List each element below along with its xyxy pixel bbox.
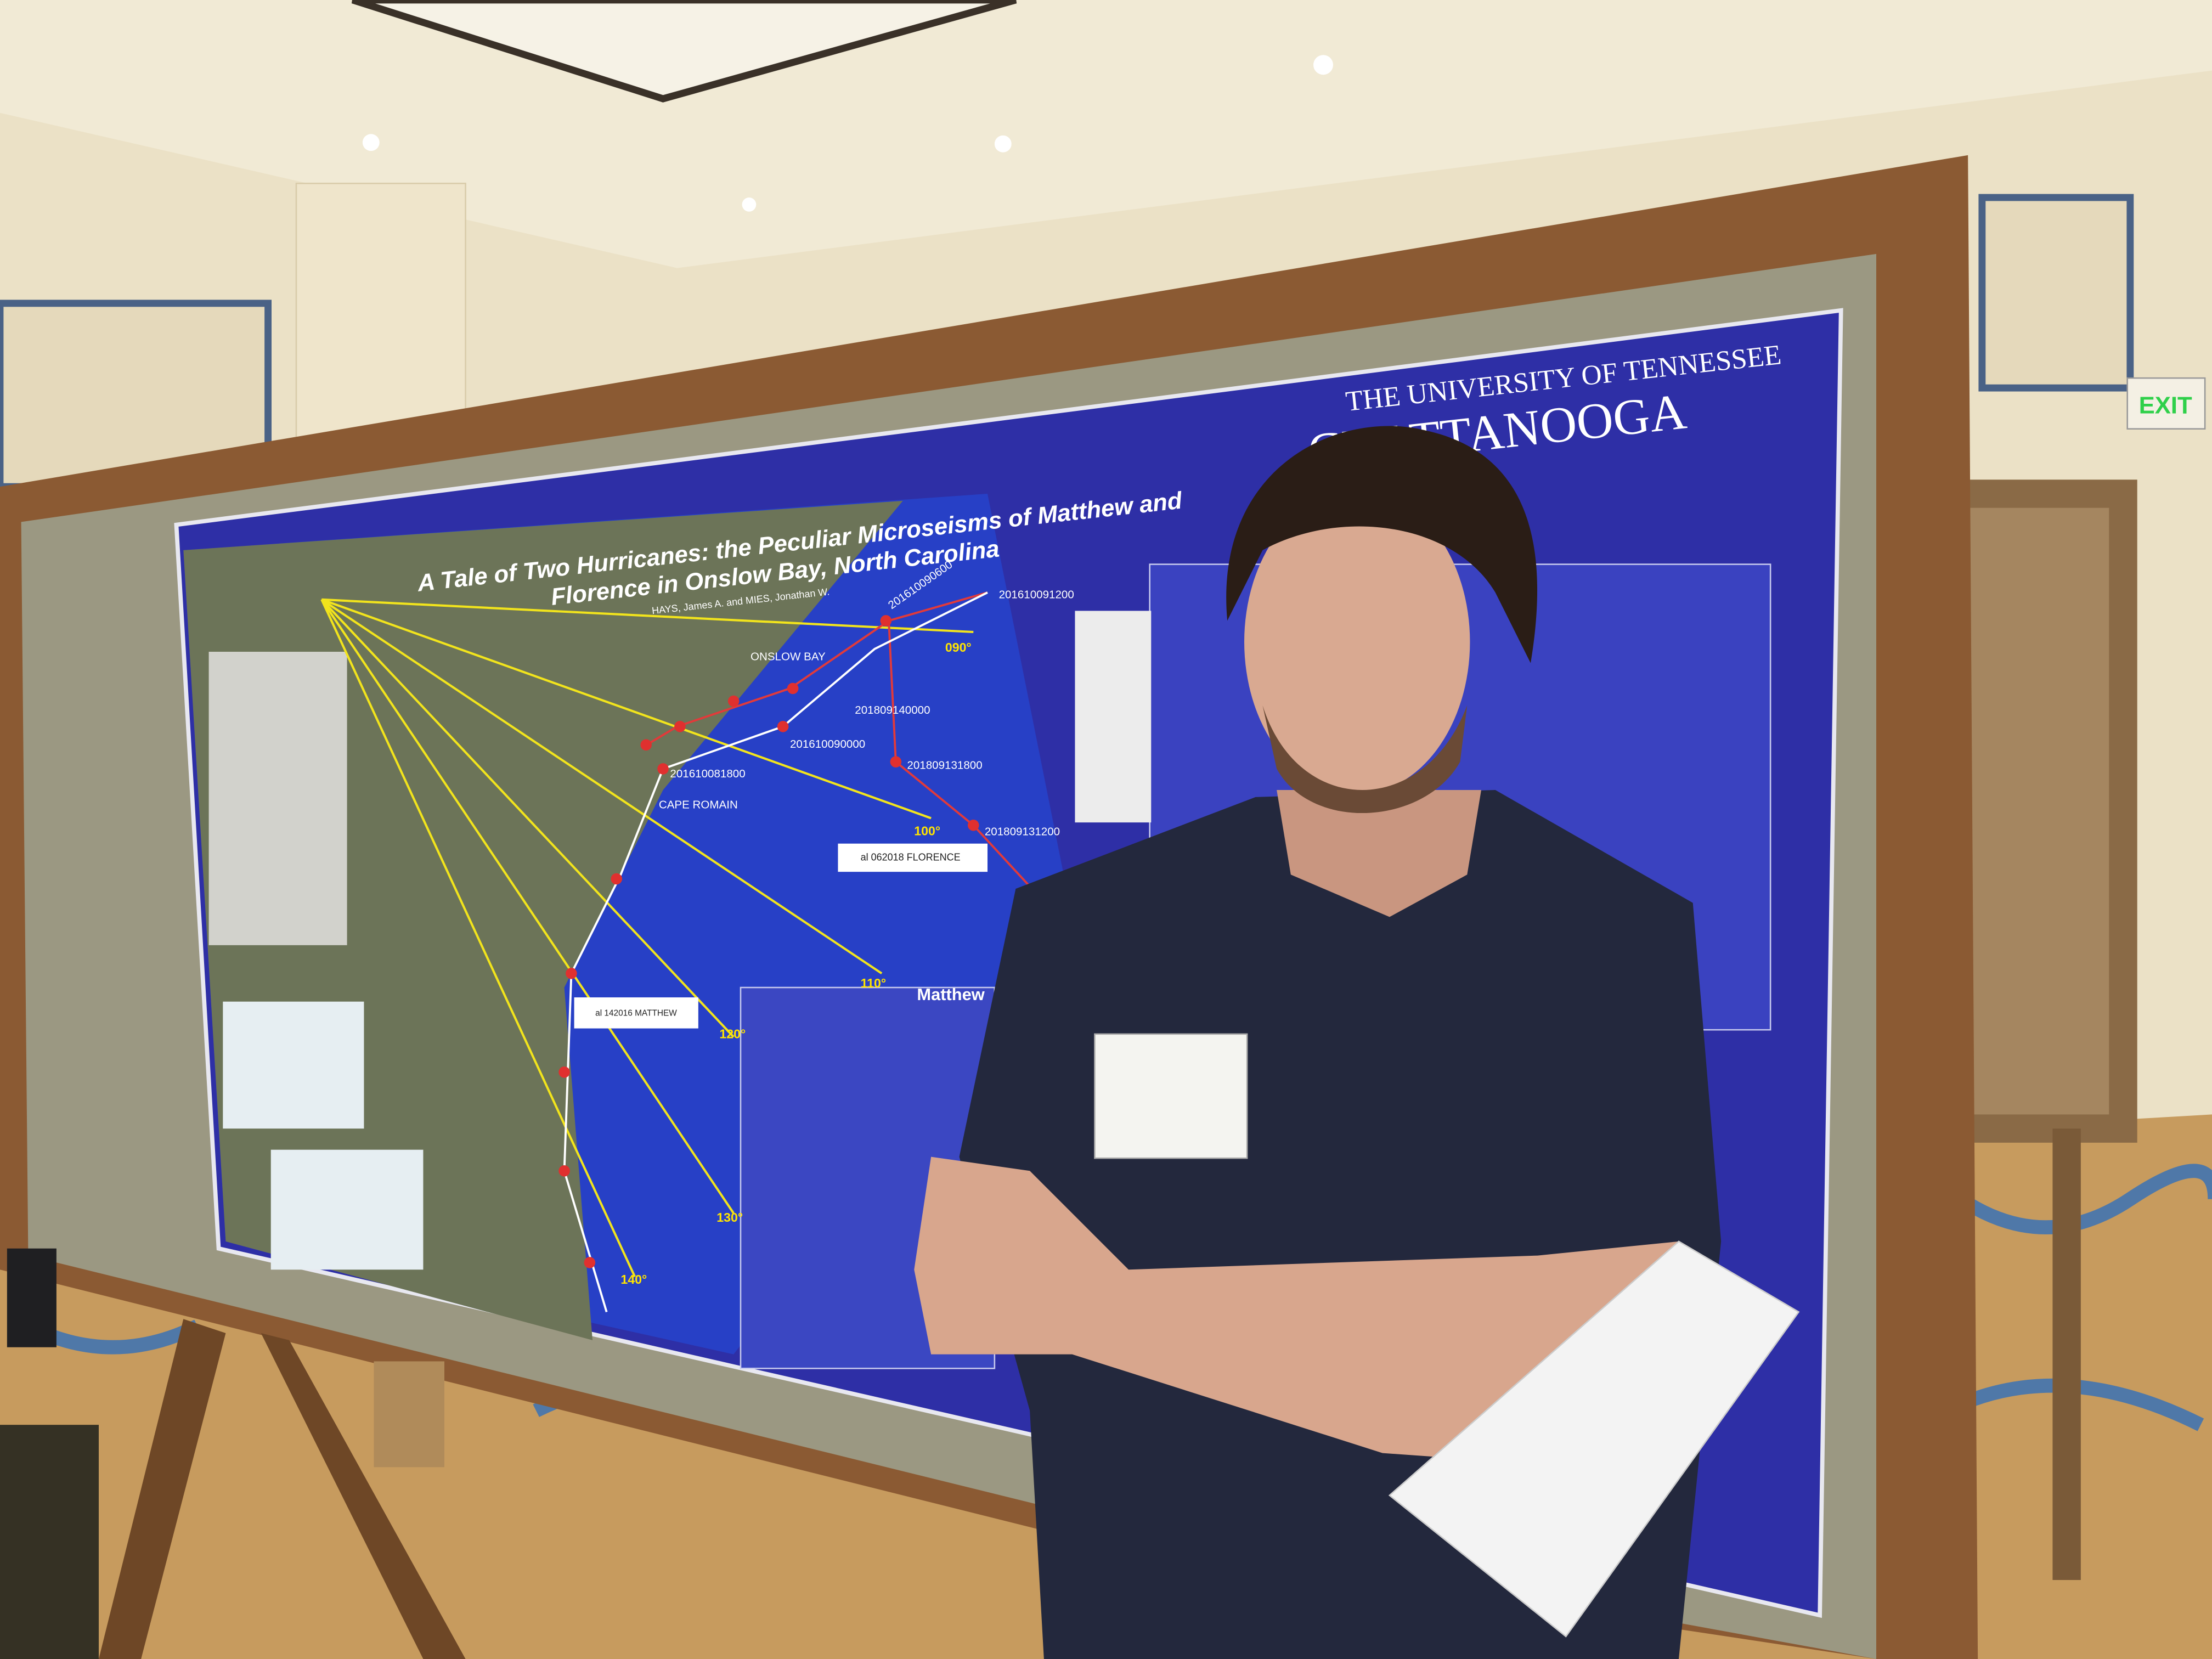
map-label: ONSLOW BAY [751,650,826,663]
storm-label: al 062018 FLORENCE [861,852,961,863]
azimuth: 110° [861,976,887,990]
ceiling-recess [351,0,1017,103]
light [742,198,757,212]
person-leg [374,1361,444,1468]
azimuth: 090° [945,640,972,654]
board-leg [99,1319,226,1659]
light [362,134,380,151]
text-block [1075,611,1152,823]
text-block [208,652,347,945]
wall-panel [1978,194,2134,392]
face [1244,489,1470,794]
arms [914,1156,1679,1468]
track-points [558,615,979,1268]
exit-text: EXIT [2139,392,2192,419]
azimuth: 100° [914,823,940,838]
florence-track [888,620,1059,918]
azimuth: 120° [719,1027,746,1041]
azimuth-rays [320,598,974,1278]
person-leg [7,1248,57,1347]
azimuth: 130° [716,1210,743,1224]
light [994,135,1012,153]
papers [1388,1240,1800,1638]
azimuth: 140° [620,1272,647,1286]
map-label: Matthew [917,985,985,1004]
board-leg [2052,1128,2081,1580]
side-board-panel [1968,507,2109,1115]
beard [1262,705,1468,814]
hair [1226,426,1538,663]
map-label: CAPE ROMAIN [659,798,738,811]
track-time: 201610081800 [670,768,745,780]
track-time: 201610091200 [999,588,1074,601]
exit-sign [2126,377,2206,430]
name-badge [1094,1033,1248,1159]
board-leg [261,1333,466,1659]
track-time: 201809131800 [907,759,982,771]
track-time: 201809131200 [985,825,1060,838]
track-time: 201610090000 [790,738,865,751]
light [1313,55,1333,75]
matthew-track [563,591,988,1312]
person [0,1425,99,1659]
track-time: 201809140000 [855,704,930,716]
figure [223,1001,364,1129]
neck [1277,790,1481,917]
storm-box [574,997,698,1029]
figure [270,1149,424,1270]
storm-box [838,843,988,872]
storm-label: al 142016 MATTHEW [595,1008,677,1018]
